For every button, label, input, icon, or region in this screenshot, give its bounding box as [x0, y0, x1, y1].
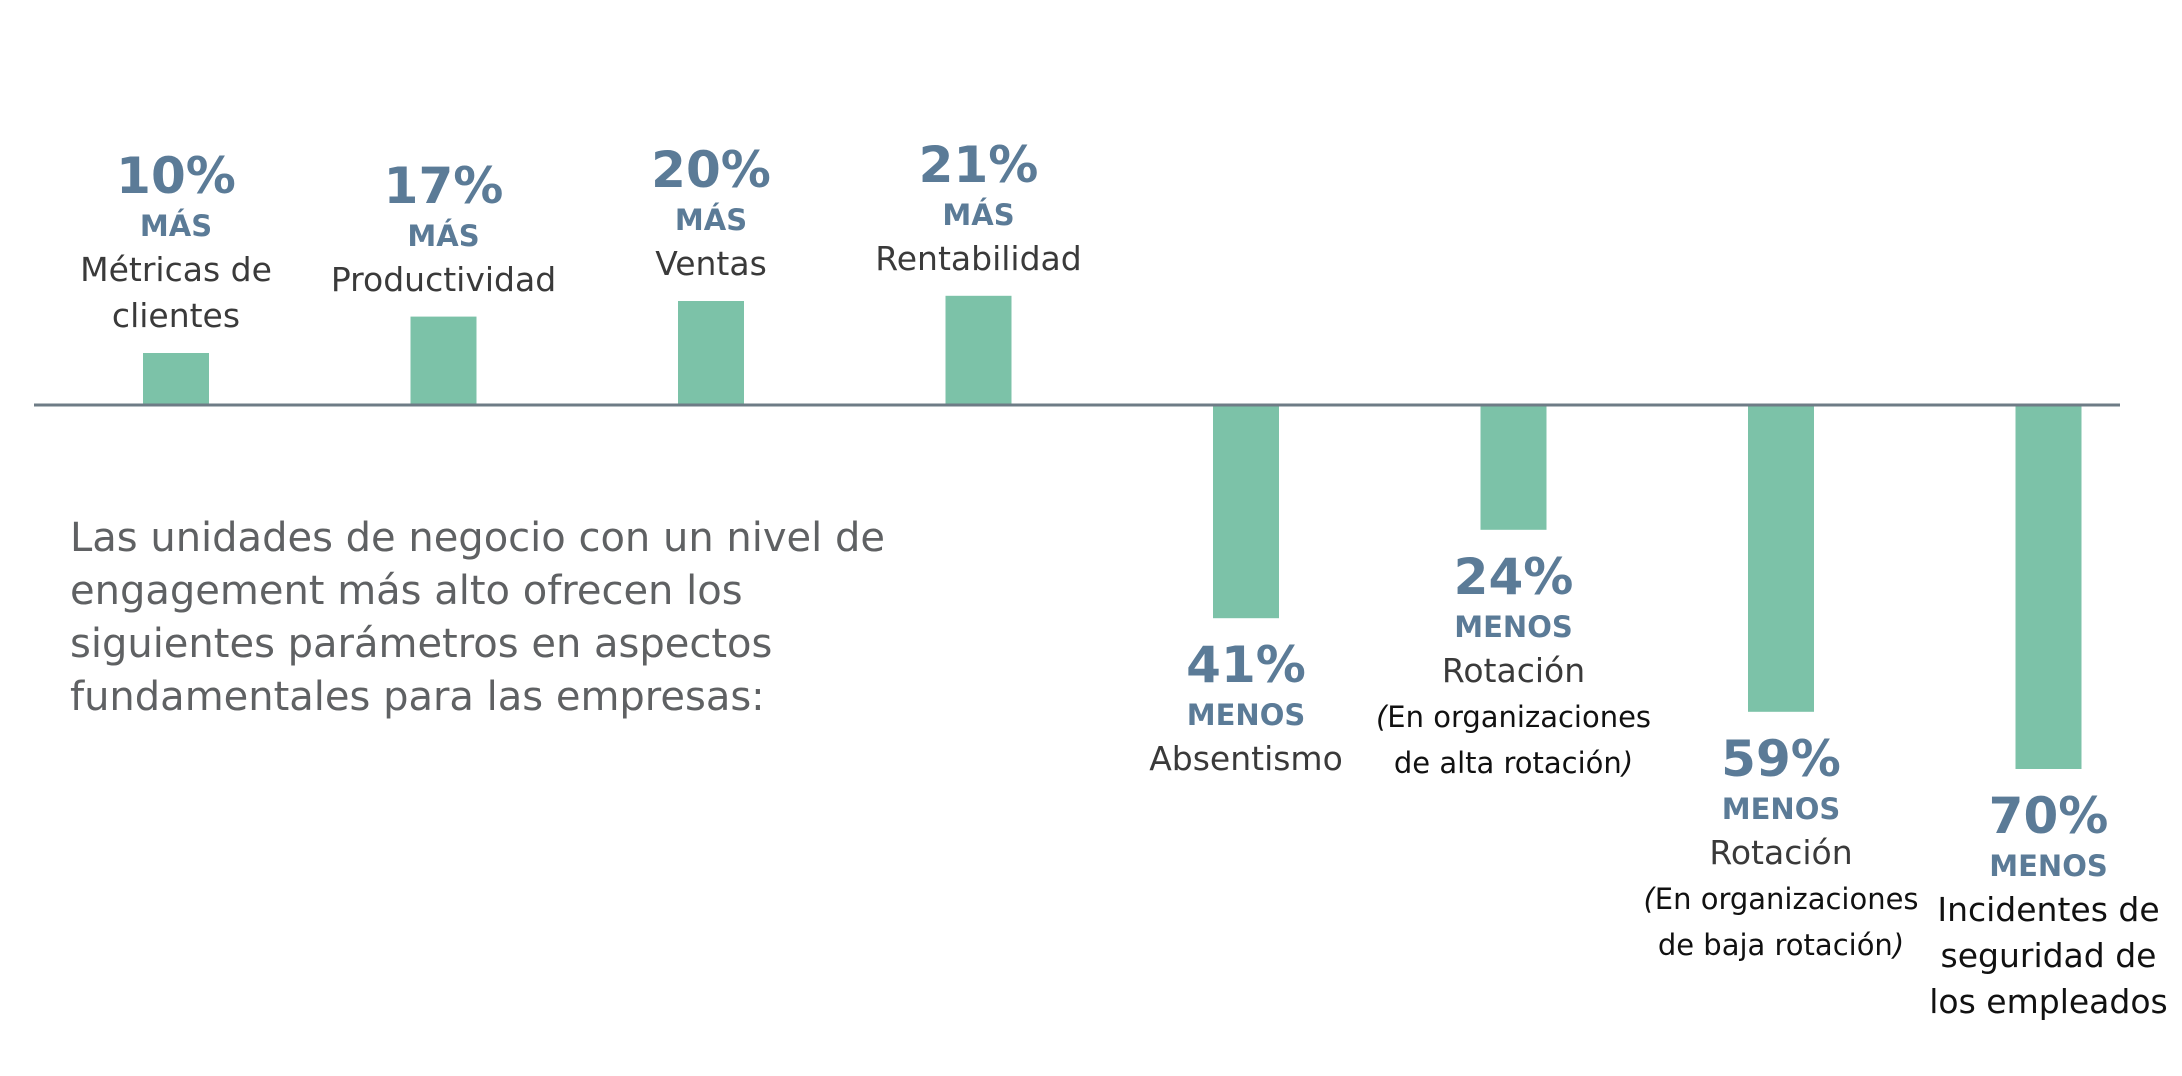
data-label-direction: MÁS: [139, 209, 213, 243]
category-label: Métricas de clientes: [80, 250, 272, 335]
bar-3: [678, 301, 744, 405]
data-label-value: 10%: [116, 147, 236, 205]
bar-label-5: 41% MENOS Absentismo: [1086, 636, 1406, 782]
bar-label-2: 17% MÁS Productividad: [284, 157, 604, 303]
bar-label-6: 24% MENOS Rotación (En organizaciones de al…: [1354, 548, 1674, 786]
data-label-value: 17%: [383, 156, 504, 215]
data-label-direction: MENOS: [1186, 698, 1306, 733]
bar-2: [410, 316, 477, 405]
bar-5: [1213, 405, 1279, 619]
data-label-direction: MÁS: [407, 218, 480, 253]
data-label-value: 41%: [1186, 636, 1306, 695]
bar-label-8: 70% MENOS Incidentes de seguridad de los e…: [1889, 787, 2182, 1025]
bar-1: [143, 353, 209, 405]
bar-label-4: 21% MÁS Rentabilidad: [819, 136, 1139, 282]
bar-7: [1748, 405, 1814, 712]
bar-label-3: 20% MÁS Ventas: [551, 141, 871, 287]
data-label-value: 59%: [1721, 729, 1841, 788]
data-label-value: 20%: [651, 141, 771, 199]
bar-label-1: 10% MÁS Métricas de clientes: [16, 147, 336, 339]
bar-4: [945, 295, 1012, 405]
data-label-direction: MENOS: [1454, 609, 1573, 644]
category-note: (En organizaciones de baja rotación): [1643, 881, 1919, 962]
category-note: (En organizaciones de alta rotación): [1375, 699, 1652, 780]
category-label: Ventas: [655, 244, 767, 283]
category-label: Rentabilidad: [875, 238, 1082, 278]
category-label: Incidentes de seguridad de los empleados: [1929, 890, 2168, 1021]
data-label-value: 24%: [1453, 547, 1574, 606]
data-label-direction: MÁS: [674, 203, 748, 237]
category-label: Rotación: [1441, 650, 1586, 690]
chart-description: Las unidades de negocio con un nivel de …: [70, 515, 885, 720]
data-label-value: 70%: [1988, 787, 2109, 845]
category-label: Productividad: [330, 259, 557, 299]
category-label: Absentismo: [1149, 739, 1343, 779]
bar-8: [2015, 405, 2082, 769]
data-label-value: 21%: [918, 135, 1039, 194]
bar-6: [1480, 405, 1547, 530]
bar-label-7: 59% MENOS Rotación (En organizaciones de ba…: [1621, 730, 1941, 968]
data-label-direction: MENOS: [1721, 791, 1841, 826]
category-label: Rotación: [1709, 832, 1853, 872]
data-label-direction: MENOS: [1989, 849, 2108, 883]
data-label-direction: MÁS: [942, 197, 1015, 232]
